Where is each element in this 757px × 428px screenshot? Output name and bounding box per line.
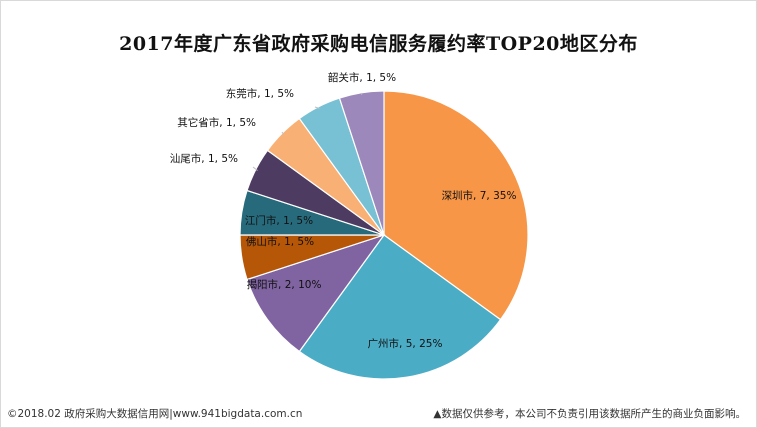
pie-slice-1 <box>383 90 529 321</box>
pie-slice-3 <box>246 233 386 353</box>
slice-label-5: 江门市, 1, 5% <box>245 214 313 227</box>
footer-copyright: ©2018.02 政府采购大数据信用网|www.941bigdata.com.c… <box>7 408 303 420</box>
pie-slice-2 <box>298 234 502 380</box>
leader-line-9 <box>360 92 363 95</box>
footer-disclaimer: ▲数据仅供参考，本公司不负责引用该数据所产生的商业负面影响。 <box>433 408 746 420</box>
slice-label-9: 韶关市, 1, 5% <box>328 71 396 84</box>
slice-label-6: 汕尾市, 1, 5% <box>170 152 238 165</box>
slice-label-3: 揭阳市, 2, 10% <box>247 278 322 291</box>
slice-label-1: 深圳市, 7, 35% <box>442 189 517 202</box>
leader-line-7 <box>281 131 285 135</box>
leader-line-6 <box>252 166 258 171</box>
pie-slice-9 <box>338 90 385 236</box>
leader-line-8 <box>314 106 320 109</box>
slice-label-7: 其它省市, 1, 5% <box>177 116 256 129</box>
slice-label-4: 佛山市, 1, 5% <box>246 235 314 248</box>
slice-label-2: 广州市, 5, 25% <box>368 337 443 350</box>
slice-label-8: 东莞市, 1, 5% <box>226 87 294 100</box>
chart-title: 2017年度广东省政府采购电信服务履约率TOP20地区分布 <box>119 33 638 55</box>
